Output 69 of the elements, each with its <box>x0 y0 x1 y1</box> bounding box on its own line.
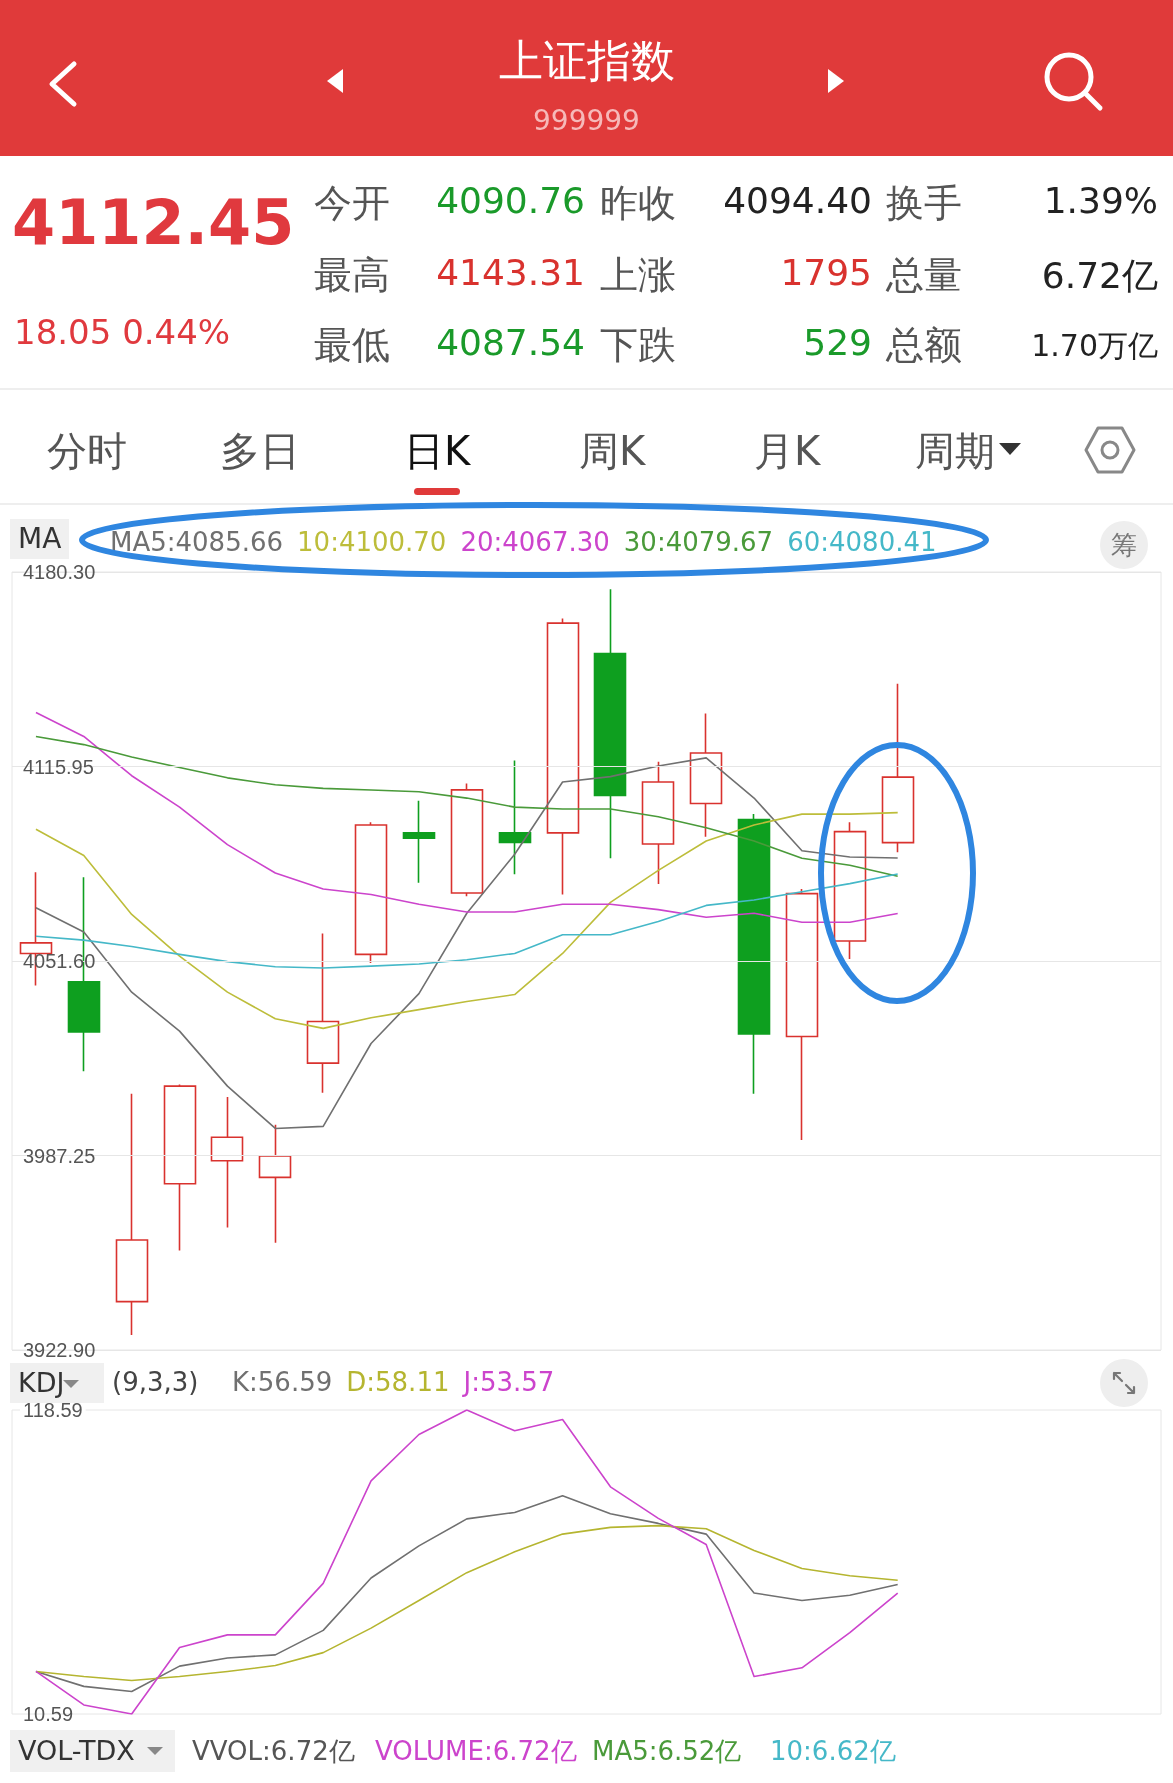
candlestick <box>210 1096 244 1229</box>
candlestick <box>546 617 580 896</box>
text: 4090.76 <box>436 180 585 221</box>
candlestick <box>498 759 532 876</box>
y-tick-label: 4115.95 <box>23 755 94 778</box>
candlestick <box>785 888 819 1141</box>
y-tick-label: 10.59 <box>23 1703 74 1725</box>
text: D:58.11 <box>346 1367 450 1397</box>
text: 昨收 <box>600 180 676 227</box>
text: 月K <box>752 427 822 476</box>
text: 1.70万亿 <box>1031 328 1158 363</box>
text: 4143.31 <box>436 252 585 293</box>
candlestick <box>737 813 771 1095</box>
text: K:56.59 <box>232 1367 333 1397</box>
text: 60:4080.41 <box>787 527 937 557</box>
y-tick-label: 4180.30 <box>23 561 96 583</box>
text: 1.39% <box>1043 180 1158 221</box>
text: 筹 <box>1100 521 1148 569</box>
candlestick <box>689 712 723 838</box>
text: 周K <box>577 427 647 476</box>
candlestick <box>258 1124 292 1244</box>
text: 日K <box>402 427 472 476</box>
candlestick <box>306 932 340 1094</box>
text: 上涨 <box>600 252 676 299</box>
line-series <box>35 1524 899 1682</box>
text: VVOL:6.72亿 <box>192 1735 355 1768</box>
text: 换手 <box>886 180 962 227</box>
series-label: J:53.57 <box>463 1367 555 1397</box>
y-tick-label: 118.59 <box>23 1399 83 1421</box>
candlestick <box>402 800 436 884</box>
text: 999999 <box>532 104 641 137</box>
text: 529 <box>803 322 872 363</box>
text: 18.05 0.44% <box>14 312 231 352</box>
text: 周期 <box>914 427 996 476</box>
text: 今开 <box>314 180 390 227</box>
text: 10:4100.70 <box>297 527 447 557</box>
text: MA5:6.52亿 <box>592 1735 742 1768</box>
text: 4094.40 <box>723 180 872 221</box>
y-tick-label: 3987.25 <box>23 1144 96 1167</box>
text: 30:4079.67 <box>623 527 774 557</box>
candlestick <box>593 588 627 860</box>
text: 最高 <box>314 252 390 299</box>
text: (9,3,3) <box>112 1367 199 1397</box>
text: 总量 <box>886 252 962 299</box>
candlestick <box>881 683 915 854</box>
candlestick <box>833 821 867 960</box>
text: 4112.45 <box>12 186 295 259</box>
candlestick <box>354 821 388 964</box>
text: 4087.54 <box>436 322 585 363</box>
candlestick <box>641 761 675 885</box>
candlestick <box>450 782 484 898</box>
text: MA <box>10 519 70 559</box>
y-tick-label: 3922.90 <box>23 1339 96 1361</box>
text: 下跌 <box>600 322 676 369</box>
text: 10:6.62亿 <box>770 1735 896 1768</box>
text: 6.72亿 <box>1041 255 1158 296</box>
text: 多日 <box>219 427 301 476</box>
text: 最低 <box>314 322 390 369</box>
text: MA5:4085.66 <box>110 527 284 557</box>
candlestick <box>115 1092 149 1336</box>
text: 上证指数 <box>497 34 676 88</box>
text: 1795 <box>780 252 872 293</box>
text: 20:4067.30 <box>460 527 610 557</box>
candlestick <box>163 1083 197 1252</box>
text: KDJ <box>18 1367 65 1398</box>
text: 总额 <box>886 322 962 369</box>
text: 分时 <box>46 427 128 476</box>
text: VOLUME:6.72亿 <box>375 1735 577 1768</box>
text: VOL-TDX <box>10 1730 175 1772</box>
